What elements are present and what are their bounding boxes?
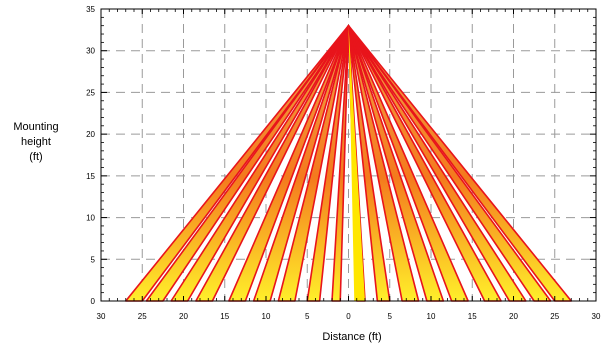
y-axis-title-line-3: (ft) [29, 151, 42, 163]
x-tick-label: 10 [427, 312, 436, 321]
x-tick-label: 20 [509, 312, 518, 321]
y-tick-label: 10 [86, 214, 95, 223]
y-tick-label: 25 [86, 88, 95, 97]
y-tick-label: 35 [86, 5, 95, 14]
x-tick-label: 5 [388, 312, 393, 321]
x-tick-label: 5 [305, 312, 310, 321]
x-tick-label: 15 [468, 312, 477, 321]
y-tick-label: 15 [86, 172, 95, 181]
x-tick-label: 20 [179, 312, 188, 321]
x-tick-label: 25 [138, 312, 147, 321]
beam-center [348, 25, 365, 301]
x-axis-title: Distance (ft) [322, 331, 381, 343]
x-tick-label: 15 [220, 312, 229, 321]
y-axis-title-line-1: Mounting [13, 121, 58, 133]
y-tick-label: 5 [91, 255, 96, 264]
y-axis-title-line-2: height [21, 136, 51, 148]
x-tick-label: 30 [592, 312, 601, 321]
x-tick-label: 25 [550, 312, 559, 321]
x-tick-label: 10 [262, 312, 271, 321]
y-tick-label: 20 [86, 130, 95, 139]
x-tick-label: 30 [97, 312, 106, 321]
x-tick-label: 0 [346, 312, 351, 321]
y-tick-label: 30 [86, 47, 95, 56]
y-tick-label: 0 [91, 297, 96, 306]
